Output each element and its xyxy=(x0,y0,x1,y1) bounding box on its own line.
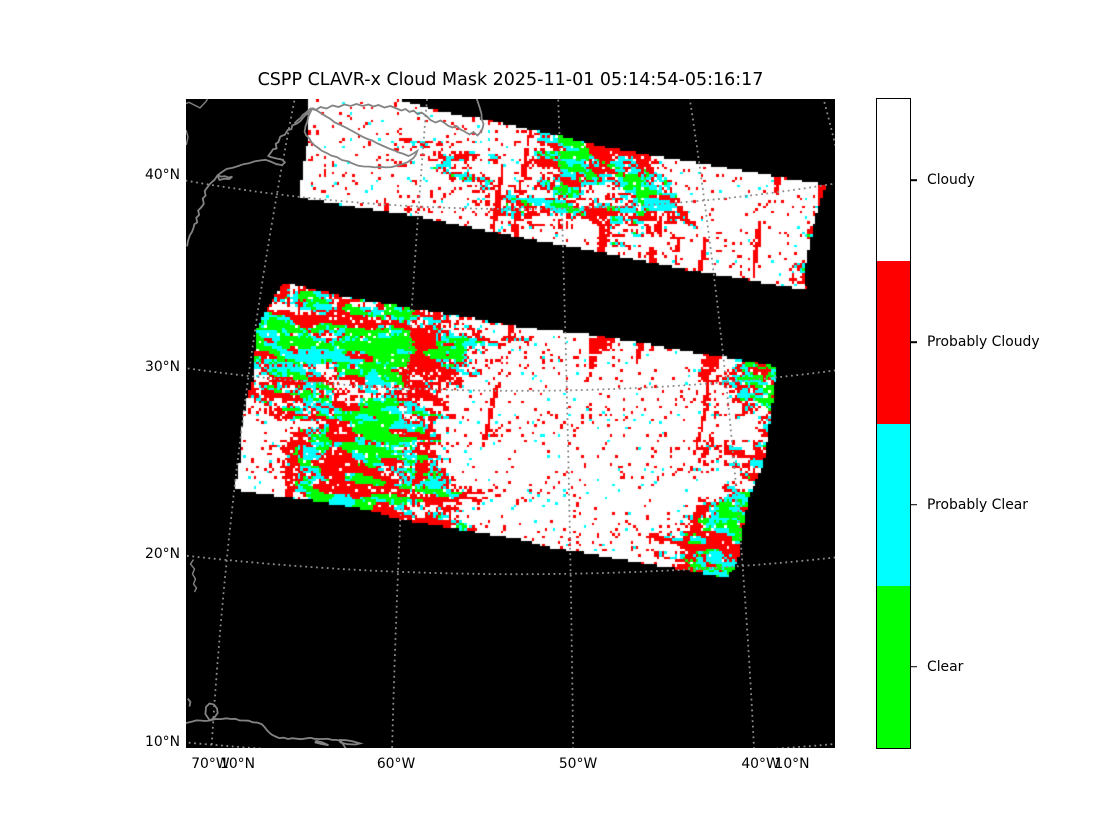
x-tick-label-10n: 10°N xyxy=(219,755,256,772)
graticule-parallel-10N xyxy=(186,741,835,748)
colorbar-tick xyxy=(911,503,917,506)
graticule-meridian-70W xyxy=(210,99,296,748)
colorbar-segment-cloudy xyxy=(877,99,910,262)
cloud-mask-data-layer xyxy=(186,99,835,748)
x-tick-label-40w: 40°W xyxy=(741,755,780,772)
plot-title: CSPP CLAVR-x Cloud Mask 2025-11-01 05:14… xyxy=(257,70,764,90)
colorbar-label-cloudy: Cloudy xyxy=(927,172,975,189)
country-border-1 xyxy=(186,129,189,146)
graticule-parallel-20N xyxy=(186,554,835,576)
x-tick-label-60w: 60°W xyxy=(376,755,416,772)
coastline-3 xyxy=(186,717,347,748)
graticule-meridian-60W xyxy=(391,99,428,748)
graticule-meridian-30W xyxy=(822,99,835,148)
graticule-parallel-30N xyxy=(186,367,835,392)
graticule-meridian-40W xyxy=(688,99,755,748)
colorbar-label-clear: Clear xyxy=(927,658,964,675)
coastline-1 xyxy=(293,99,485,137)
coastline-2 xyxy=(303,107,419,169)
coastline-0 xyxy=(186,107,314,247)
map-axes[interactable] xyxy=(186,99,835,748)
y-tick-label-40n: 40°N xyxy=(144,166,180,183)
colorbar-segment-probably-cloudy xyxy=(877,261,910,424)
y-tick-label-10n: 10°N xyxy=(144,734,180,750)
colorbar-label-probably-cloudy: Probably Cloudy xyxy=(927,334,1040,351)
colorbar-segment-clear xyxy=(877,585,910,749)
graticule-meridian-50W xyxy=(557,99,575,748)
colorbar-segment-probably-clear xyxy=(877,423,910,587)
colorbar-label-probably-clear: Probably Clear xyxy=(927,496,1029,513)
country-border-0 xyxy=(186,99,209,109)
x-tick-label-70w: 70°W xyxy=(191,755,230,772)
coastline-4 xyxy=(204,702,219,722)
x-tick-label-50w: 50°W xyxy=(558,755,598,772)
coastline-5 xyxy=(187,698,192,707)
x-tick-label-10n: 10°N xyxy=(774,755,810,772)
coastline-7 xyxy=(338,739,364,746)
coastline-6 xyxy=(314,739,329,747)
colorbar-tick xyxy=(911,341,917,344)
colorbar-segments xyxy=(877,99,910,749)
colorbar-tick xyxy=(911,179,917,181)
y-tick-label-30n: 30°N xyxy=(144,358,180,375)
colorbar: Cloudy Probably Cloudy Probably Clear Clear xyxy=(876,98,1040,749)
y-tick-label-20n: 20°N xyxy=(144,545,180,562)
map-overlay xyxy=(186,99,835,748)
country-border-2 xyxy=(189,559,198,593)
colorbar-border xyxy=(876,98,911,749)
colorbar-tick xyxy=(911,666,917,668)
graticule-meridian-80W xyxy=(186,99,296,748)
